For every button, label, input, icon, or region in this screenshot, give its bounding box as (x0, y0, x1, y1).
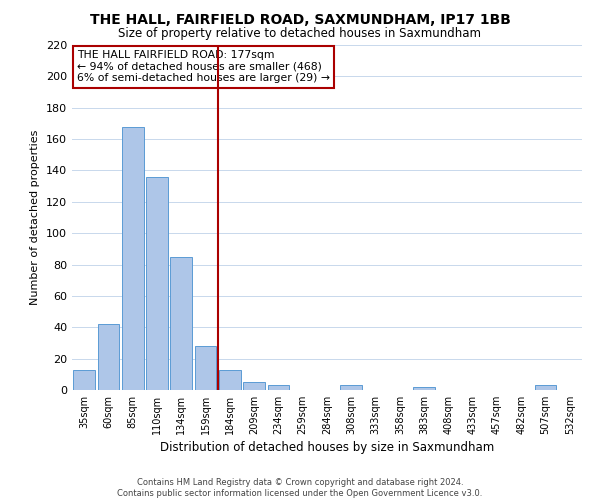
Bar (146, 176, 168, 390)
Text: THE HALL, FAIRFIELD ROAD, SAXMUNDHAM, IP17 1BB: THE HALL, FAIRFIELD ROAD, SAXMUNDHAM, IP… (89, 12, 511, 26)
Bar (73, 370, 95, 390)
Y-axis label: Number of detached properties: Number of detached properties (31, 130, 40, 305)
Bar (194, 346, 217, 390)
Text: Size of property relative to detached houses in Saxmundham: Size of property relative to detached ho… (119, 28, 482, 40)
X-axis label: Distribution of detached houses by size in Saxmundham: Distribution of detached houses by size … (160, 441, 494, 454)
Bar (219, 370, 241, 390)
Bar (535, 386, 556, 390)
Bar (243, 382, 265, 390)
Bar (340, 386, 362, 390)
Bar (268, 386, 289, 390)
Bar (170, 256, 192, 390)
Bar (122, 126, 143, 390)
Bar (97, 324, 119, 390)
Text: Contains HM Land Registry data © Crown copyright and database right 2024.
Contai: Contains HM Land Registry data © Crown c… (118, 478, 482, 498)
Bar (413, 387, 435, 390)
Text: THE HALL FAIRFIELD ROAD: 177sqm
← 94% of detached houses are smaller (468)
6% of: THE HALL FAIRFIELD ROAD: 177sqm ← 94% of… (77, 50, 330, 84)
